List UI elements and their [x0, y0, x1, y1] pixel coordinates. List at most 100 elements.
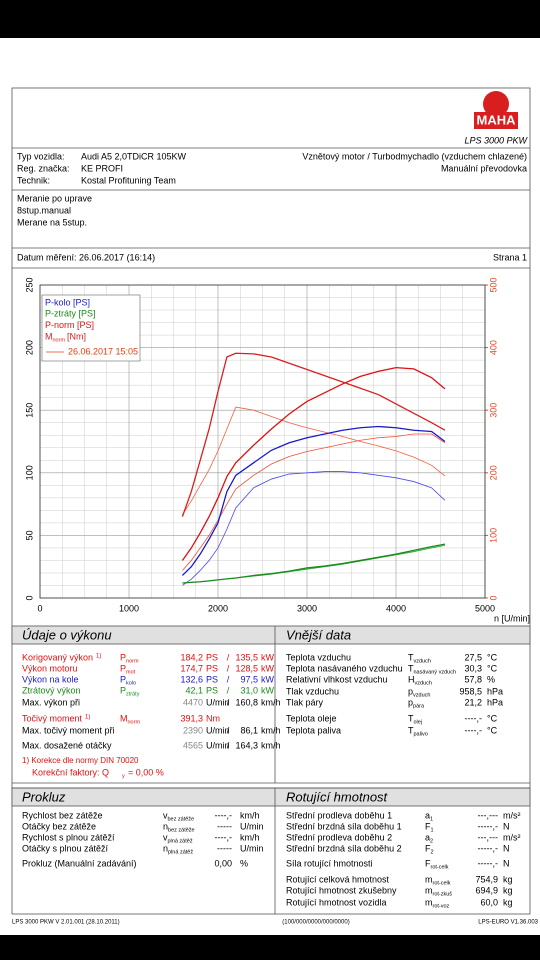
- legend-box: [41, 294, 141, 362]
- row-value: -----,-: [478, 843, 498, 853]
- row-value: -----,-: [478, 858, 498, 868]
- logo-band: [474, 112, 518, 129]
- row-value: kW: [261, 685, 275, 695]
- row-value: 86,1: [240, 725, 258, 735]
- note: 8stup.manual: [17, 205, 71, 215]
- legend-entry: M: [45, 331, 53, 341]
- row-label: Rychlost bez zátěže: [22, 810, 103, 820]
- row-label: Teplota oleje: [286, 713, 337, 723]
- symbol: m: [425, 874, 433, 884]
- correction-note: 1) Korekce dle normy DIN 70020: [22, 756, 139, 765]
- row-value: PS: [206, 685, 218, 695]
- row-value: 184,2: [180, 652, 203, 662]
- row-label: Střední brzdná síla doběhu 1: [286, 821, 402, 831]
- page-frame: [11, 87, 531, 915]
- row-value: /: [227, 725, 230, 735]
- row-label: Ztrátový výkon: [22, 685, 81, 695]
- symbol: F: [425, 843, 431, 853]
- row-unit: %: [487, 674, 495, 684]
- symbol-sub: 1: [431, 827, 434, 833]
- symbol: v: [163, 832, 168, 842]
- field-label: Technik:: [17, 175, 50, 185]
- row-label: Otáčky bez zátěže: [22, 821, 96, 831]
- row-label: Výkon motoru: [22, 663, 78, 673]
- row-unit: °C: [487, 652, 498, 662]
- row-label: Korigovaný výkon: [22, 652, 93, 662]
- correction-factor: Korekční faktory: Q: [32, 767, 109, 777]
- symbol-sub: 2: [431, 849, 434, 855]
- row-value: 958,5: [459, 686, 482, 696]
- symbol-sub: pára: [413, 703, 425, 709]
- row-unit: °C: [487, 713, 498, 723]
- row-label: Max. výkon při: [22, 697, 80, 707]
- row-value: -----: [217, 843, 232, 853]
- row-value: 160,8: [235, 697, 258, 707]
- row-label: Prokluz (Manuální zadávání): [22, 858, 137, 868]
- row-value: km/h: [261, 697, 281, 707]
- row-value: PS: [206, 663, 218, 673]
- row-label: Relativní vlhkost vzduchu: [286, 674, 388, 684]
- row-value: 164,3: [235, 740, 258, 750]
- symbol: P: [120, 652, 126, 662]
- series-line: [182, 543, 446, 584]
- footer-left: LPS 3000 PKW V 2.01.001 (28.10.2011): [12, 920, 120, 926]
- y-tick-label: 150: [24, 403, 34, 418]
- legend-entry-suffix: [Nm]: [67, 331, 86, 341]
- plot-frame: [39, 284, 486, 599]
- symbol: v: [163, 810, 168, 820]
- y-tick-label: 250: [24, 277, 34, 292]
- row-unit: U/min: [240, 821, 264, 831]
- field-value: KE PROFI: [81, 163, 123, 173]
- row-value: PS: [206, 652, 218, 662]
- row-value: 128,5: [235, 663, 258, 673]
- section-title: Údaje o výkonu: [22, 627, 112, 642]
- row-unit: kg: [503, 874, 513, 884]
- legend-entry: 26.06.2017 15:05: [68, 346, 138, 356]
- series-line: [181, 425, 446, 576]
- section-title: Rotující hmotnost: [286, 789, 389, 804]
- footer-center: (100/000/0000/000/0000): [282, 920, 349, 926]
- row-value: Nm: [206, 713, 220, 723]
- symbol-sub: olej: [414, 719, 423, 725]
- row-value: ---,---: [478, 832, 498, 842]
- row-label: Rotující hmotnost vozidla: [286, 897, 387, 907]
- symbol: T: [408, 725, 414, 735]
- row-value: U/min: [206, 725, 230, 735]
- symbol: P: [120, 685, 126, 695]
- product: LPS 3000 PKW: [464, 135, 528, 145]
- engine: Vznětový motor / Turbodmychadlo (vzduche…: [302, 151, 527, 161]
- symbol-sub: 1: [430, 816, 433, 822]
- row-label: Tlak vzduchu: [286, 686, 339, 696]
- row-value: 21,2: [464, 697, 482, 707]
- row-value: 132,6: [180, 674, 203, 684]
- row-unit: m/s²: [503, 810, 521, 820]
- row-label: Střední brzdná síla doběhu 2: [286, 843, 402, 853]
- symbol-sub: rot-celk: [433, 880, 451, 886]
- row-value: -----: [217, 821, 232, 831]
- row-value: 97,5: [240, 674, 258, 684]
- symbol-sub: rot-zkuš: [433, 891, 453, 897]
- row-unit: hPa: [487, 697, 503, 707]
- row-label: Točivý moment: [22, 713, 83, 723]
- note: Merane na 5stup.: [17, 217, 87, 227]
- row-unit: °C: [487, 725, 498, 735]
- series-line: [182, 471, 446, 586]
- symbol-sub: rot-voz: [433, 903, 450, 909]
- symbol-sub: 2: [430, 838, 433, 844]
- row-value: ----,-: [215, 810, 233, 820]
- symbol-sub: norm: [126, 658, 139, 664]
- logo: MAHA: [477, 112, 517, 127]
- symbol: H: [408, 674, 415, 684]
- row-value: 391,3: [180, 713, 203, 723]
- section-title: Prokluz: [22, 789, 66, 804]
- row-value: 57,8: [464, 674, 482, 684]
- row-value: 27,5: [464, 652, 482, 662]
- row-value: /: [227, 663, 230, 673]
- row-value: 2390: [183, 725, 203, 735]
- row-value: U/min: [206, 697, 230, 707]
- row-value: 4470: [183, 697, 203, 707]
- symbol-sub: vzduch: [413, 692, 430, 698]
- section-header: [11, 625, 531, 645]
- row-value: /: [227, 740, 230, 750]
- x-tick-label: 1000: [119, 603, 139, 613]
